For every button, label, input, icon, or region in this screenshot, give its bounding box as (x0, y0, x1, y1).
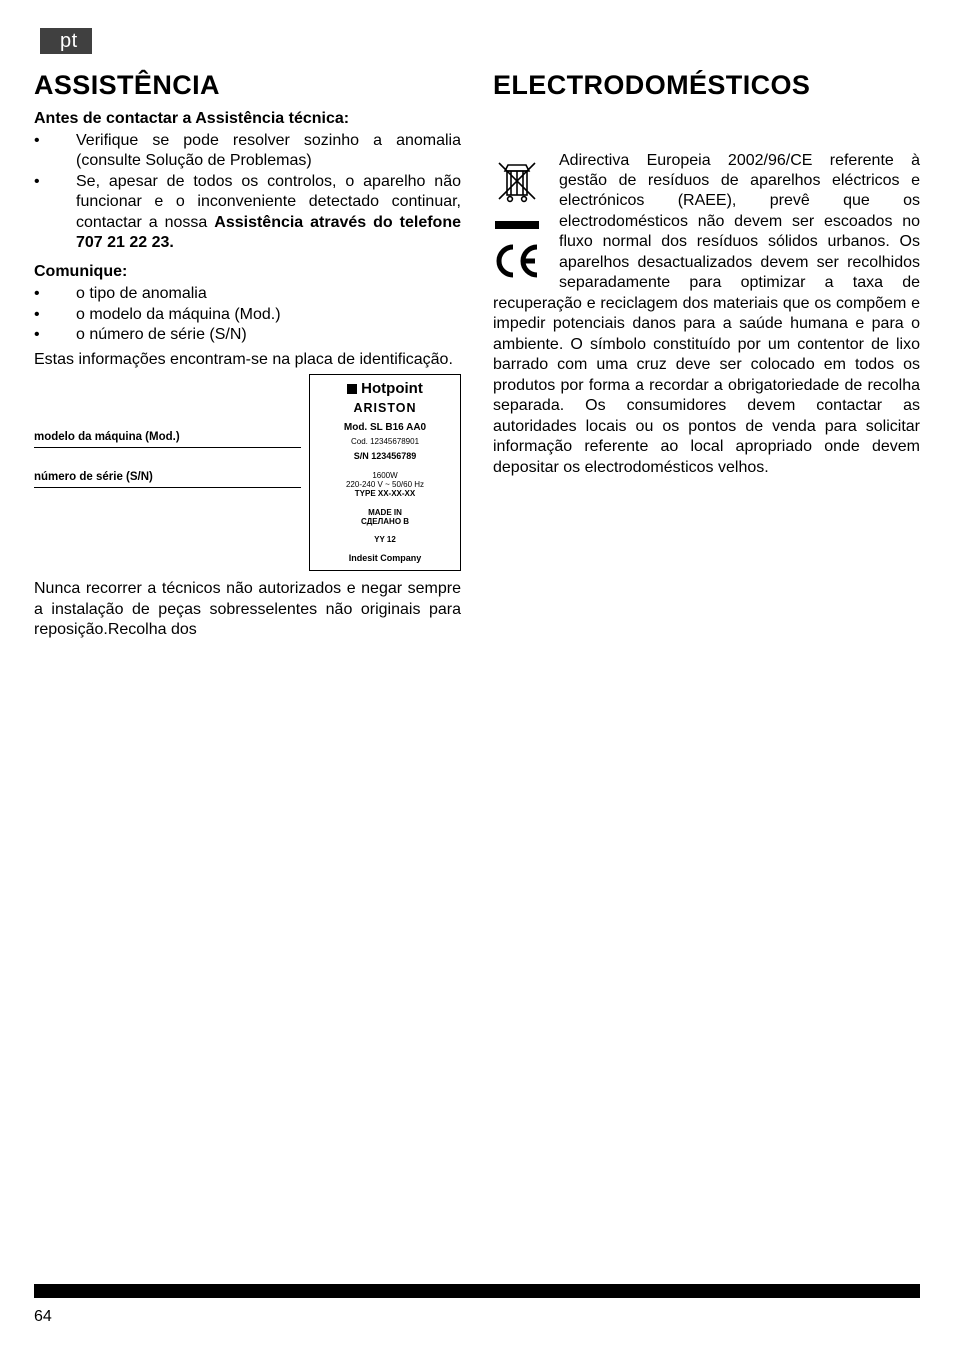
plate-made: MADE INСДЕЛАНО В (314, 508, 456, 527)
ce-mark-icon (493, 243, 551, 285)
subheading-before: Antes de contactar a Assistência técnica… (34, 109, 461, 129)
plate-spec-volt: 220-240 V ~ 50/60 Hz (314, 480, 456, 489)
page-footer: 64 (0, 1284, 954, 1326)
brand-text: Hotpoint (361, 379, 423, 398)
made-in-ru: СДЕЛАНО В (361, 517, 409, 526)
info-line: Estas informações encontram-se na placa … (34, 350, 461, 370)
list-item: o número de série (S/N) (76, 325, 461, 345)
page: pt ASSISTÊNCIA Antes de contactar a Assi… (0, 0, 954, 1354)
plate-spec-watt: 1600W (314, 471, 456, 480)
content-columns: ASSISTÊNCIA Antes de contactar a Assistê… (34, 68, 920, 643)
closing-text: Nunca recorrer a técnicos não autorizado… (34, 579, 461, 640)
right-title: ELECTRODOMÉSTICOS (493, 68, 920, 103)
left-title: ASSISTÊNCIA (34, 68, 461, 103)
label-sn: número de série (S/N) (34, 470, 301, 488)
label-mod: modelo da máquina (Mod.) (34, 430, 301, 448)
rating-plate: Hotpoint ARISTON Mod. SL B16 AA0 Cod. 12… (309, 374, 461, 571)
left-column: ASSISTÊNCIA Antes de contactar a Assistê… (34, 68, 461, 643)
black-bar-icon (493, 217, 551, 237)
plate-sn: S/N 123456789 (314, 451, 456, 463)
list-item: Se, apesar de todos os controlos, o apar… (76, 172, 461, 254)
plate-company: Indesit Company (314, 553, 456, 565)
right-body-text: Adirectiva Europeia 2002/96/CE referente… (493, 152, 920, 476)
plate-cod: Cod. 12345678901 (314, 437, 456, 447)
list-item: o tipo de anomalia (76, 284, 461, 304)
bullet-list-2: o tipo de anomalia o modelo da máquina (… (34, 284, 461, 345)
plate-brand-hotpoint: Hotpoint (314, 379, 456, 398)
plate-type: TYPE XX-XX-XX (314, 489, 456, 499)
spacer (493, 109, 920, 151)
bullet-list-1: Verifique se pode resolver sozinho a ano… (34, 131, 461, 254)
plate-row: modelo da máquina (Mod.) número de série… (34, 374, 461, 571)
plate-brand-ariston: ARISTON (314, 400, 456, 416)
icon-stack (493, 157, 551, 292)
right-body-wrap: Adirectiva Europeia 2002/96/CE referente… (493, 151, 920, 479)
plate-labels: modelo da máquina (Mod.) número de série… (34, 374, 309, 509)
plate-year: YY 12 (314, 535, 456, 545)
made-in-en: MADE IN (368, 508, 402, 517)
page-number: 64 (34, 1308, 954, 1326)
subheading-communique: Comunique: (34, 262, 461, 282)
list-item: o modelo da máquina (Mod.) (76, 305, 461, 325)
plate-mod: Mod. SL B16 AA0 (314, 422, 456, 435)
footer-bar (34, 1284, 920, 1298)
weee-bin-icon (493, 157, 551, 211)
list-item: Verifique se pode resolver sozinho a ano… (76, 131, 461, 172)
language-tab: pt (40, 28, 92, 54)
right-column: ELECTRODOMÉSTICOS (493, 68, 920, 643)
brand-square-icon (347, 384, 357, 394)
